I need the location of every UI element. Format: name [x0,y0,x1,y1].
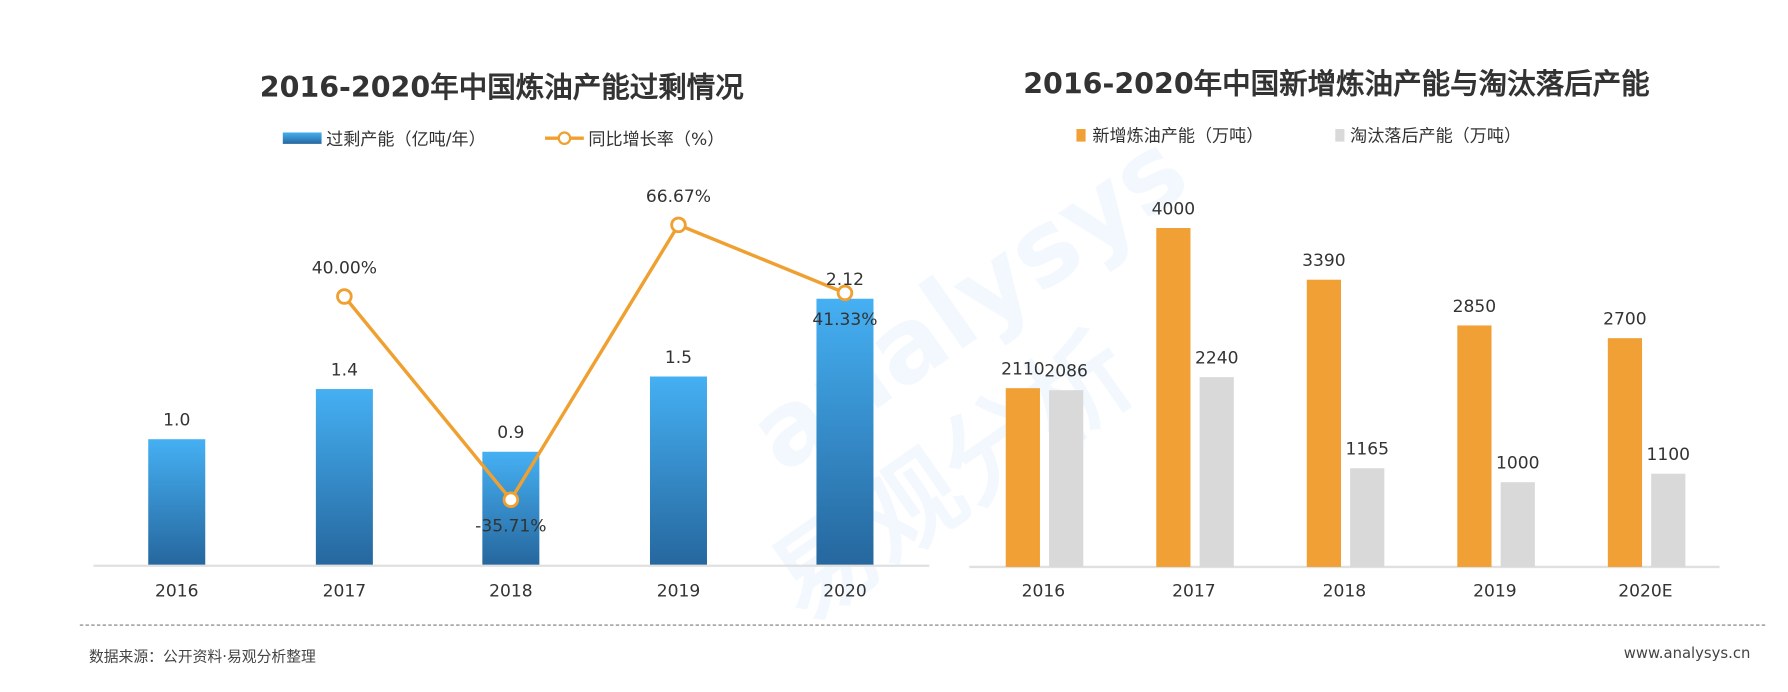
x-tick-label: 2017 [1172,582,1216,602]
overcapacity-value-label: 1.4 [331,360,358,380]
new-capacity-bar [1457,325,1492,567]
new-capacity-bar [1156,228,1191,567]
x-tick-label: 2018 [489,582,533,602]
overcapacity-bar [148,439,206,565]
eliminated-capacity-bar [1651,473,1686,567]
x-tick-label: 2019 [657,582,701,602]
overcapacity-value-label: 0.9 [497,423,524,443]
growth-rate-label: 41.33% [812,310,877,330]
legend-eliminated-label: 淘汰落后产能（万吨） [1350,127,1521,147]
growth-rate-marker [836,284,854,302]
x-tick-label: 2019 [1473,582,1517,602]
growth-rate-marker [336,288,353,305]
legend-new-label: 新增炼油产能（万吨） [1092,127,1263,147]
overcapacity-value-label: 1.0 [163,411,190,431]
eliminated-capacity-bar [1049,390,1084,567]
right-chart-title: 2016-2020年中国新增炼油产能与淘汰落后产能 [1023,68,1649,101]
new-capacity-bar [1005,388,1040,567]
legend-eliminated-swatch [1335,129,1345,142]
eliminated-capacity-value-label: 1100 [1647,445,1691,465]
x-tick-label: 2017 [323,582,367,602]
right-chart: 2016-2020年中国新增炼油产能与淘汰落后产能 新增炼油产能（万吨） 淘汰落… [969,68,1720,602]
eliminated-capacity-bar [1350,468,1385,567]
source-note: 数据来源：公开资料·易观分析整理 [89,649,316,666]
eliminated-capacity-value-label: 2240 [1195,348,1239,368]
eliminated-capacity-value-label: 1000 [1496,454,1540,474]
growth-rate-label: 66.67% [646,187,711,207]
left-chart-title: 2016-2020年中国炼油产能过剩情况 [260,71,744,104]
legend-line-marker [557,131,572,146]
new-capacity-value-label: 4000 [1152,199,1196,219]
x-tick-label: 2016 [155,582,199,602]
new-capacity-bar [1607,338,1643,567]
overcapacity-bar [816,298,874,565]
eliminated-capacity-bar [1199,377,1234,567]
new-capacity-value-label: 2850 [1453,297,1497,317]
legend-bar-label: 过剩产能（亿吨/年） [326,130,486,150]
new-capacity-bar [1306,279,1341,567]
growth-rate-line [343,222,846,503]
legend-line-label: 同比增长率（%） [588,130,724,150]
new-capacity-value-label: 2700 [1603,309,1647,329]
legend-bar-swatch [282,132,322,144]
overcapacity-value-label: 2.12 [826,270,864,290]
right-legend: 新增炼油产能（万吨） 淘汰落后产能（万吨） [1076,127,1521,147]
eliminated-capacity-value-label: 2086 [1044,362,1088,382]
website-link[interactable]: www.analysys.cn [1624,645,1751,662]
x-tick-label: 2018 [1323,582,1367,602]
left-legend: 过剩产能（亿吨/年） 同比增长率（%） [282,130,724,150]
left-chart: 2016-2020年中国炼油产能过剩情况 过剩产能（亿吨/年） 同比增长率（%）… [93,71,930,602]
eliminated-capacity-value-label: 1165 [1345,440,1389,460]
growth-rate-marker [670,216,687,234]
overcapacity-bar [315,389,373,565]
eliminated-capacity-bar [1500,482,1535,567]
overcapacity-bar [649,376,707,565]
growth-rate-label: -35.71% [475,517,546,537]
new-capacity-value-label: 2110 [1001,359,1045,379]
watermark: analysys 易观分析 [728,110,1208,645]
x-tick-label: 2016 [1022,582,1066,602]
growth-rate-marker [502,491,520,508]
new-capacity-value-label: 3390 [1302,251,1346,271]
overcapacity-value-label: 1.5 [665,348,692,368]
legend-new-swatch [1076,129,1086,142]
growth-rate-label: 40.00% [312,259,377,279]
x-tick-label: 2020 [823,582,867,602]
x-tick-label: 2020E [1618,582,1672,602]
